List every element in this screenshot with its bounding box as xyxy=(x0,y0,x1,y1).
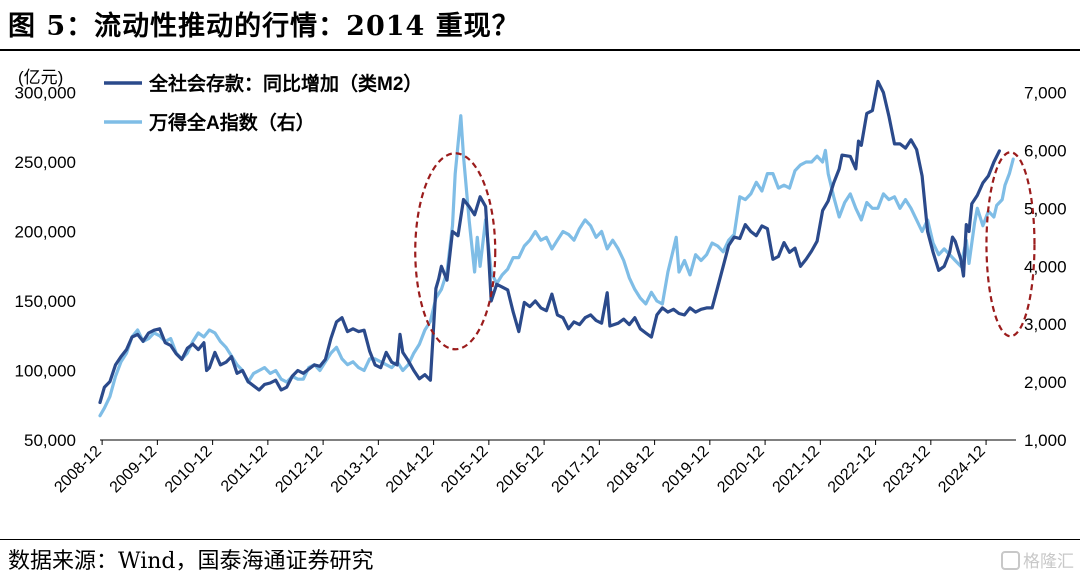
x-tick-label: 2010-12 xyxy=(162,443,216,497)
footer-rule xyxy=(0,539,1080,540)
left-tick-label: 300,000 xyxy=(15,84,76,103)
series-lines xyxy=(98,79,1015,418)
x-tick-label: 2018-12 xyxy=(604,443,658,497)
x-tick-label: 2017-12 xyxy=(549,443,603,497)
series-line-index xyxy=(98,114,1015,418)
left-tick-label: 200,000 xyxy=(15,223,76,242)
right-tick-label: 2,000 xyxy=(1024,373,1067,392)
x-tick-label: 2019-12 xyxy=(659,443,713,497)
legend-label-deposits: 全社会存款：同比增加（类M2） xyxy=(148,72,422,95)
x-tick-label: 2011-12 xyxy=(218,443,271,496)
right-tick-label: 7,000 xyxy=(1024,84,1067,103)
x-tick-label: 2020-12 xyxy=(714,443,768,497)
x-tick-label: 2023-12 xyxy=(880,443,934,497)
right-tick-label: 4,000 xyxy=(1024,257,1067,276)
x-tick-label: 2021-12 xyxy=(770,443,824,497)
x-tick-label: 2022-12 xyxy=(825,443,879,497)
x-tick-label: 2008-12 xyxy=(51,443,105,497)
x-tick-label: 2024-12 xyxy=(935,443,989,497)
left-tick-label: 150,000 xyxy=(15,292,76,311)
highlight-ellipses xyxy=(414,151,1036,351)
left-tick-label: 50,000 xyxy=(24,431,76,450)
legend-label-index: 万得全A指数（右） xyxy=(148,111,315,134)
source-note: 数据来源：Wind，国泰海通证券研究 xyxy=(8,549,374,574)
left-axis-unit: (亿元) xyxy=(18,68,63,87)
chart-title: 图 5：流动性推动的行情：2014 重现？ xyxy=(8,11,520,42)
x-tick-label: 2016-12 xyxy=(493,443,547,497)
x-tick-label: 2014-12 xyxy=(383,443,437,497)
right-tick-label: 5,000 xyxy=(1024,199,1067,218)
legend: 全社会存款：同比增加（类M2） 万得全A指数（右） xyxy=(104,72,422,134)
left-tick-label: 100,000 xyxy=(15,362,76,381)
right-tick-label: 3,000 xyxy=(1024,315,1067,334)
x-tick-label: 2013-12 xyxy=(328,443,382,497)
watermark-text: 格隆汇 xyxy=(1023,552,1074,572)
highlight-ellipse-2015 xyxy=(414,152,497,351)
highlight-ellipse-2025 xyxy=(985,151,1036,338)
x-tick-label: 2012-12 xyxy=(272,443,326,497)
x-tick-label: 2015-12 xyxy=(438,443,492,497)
left-tick-label: 250,000 xyxy=(15,153,76,172)
watermark-logo-icon xyxy=(1001,551,1020,570)
title-rule xyxy=(0,49,1080,51)
right-tick-label: 1,000 xyxy=(1024,431,1067,450)
watermark: 格隆汇 xyxy=(1001,547,1074,572)
x-axis-ticks: 2008-12 2009-12 2010-12 2011-12 2012-12 2013-… xyxy=(51,440,989,496)
right-tick-label: 6,000 xyxy=(1024,141,1067,160)
series-line-deposits xyxy=(98,79,1001,405)
right-axis-ticks: 1,000 2,000 3,000 4,000 5,000 6,000 7,000 xyxy=(1024,84,1067,451)
left-axis-ticks: 50,000 100,000 150,000 200,000 250,000 300,00… xyxy=(15,84,76,451)
chart-canvas: 50,000 100,000 150,000 200,000 250,000 300,00… xyxy=(15,68,1067,496)
x-tick-label: 2009-12 xyxy=(107,443,161,497)
